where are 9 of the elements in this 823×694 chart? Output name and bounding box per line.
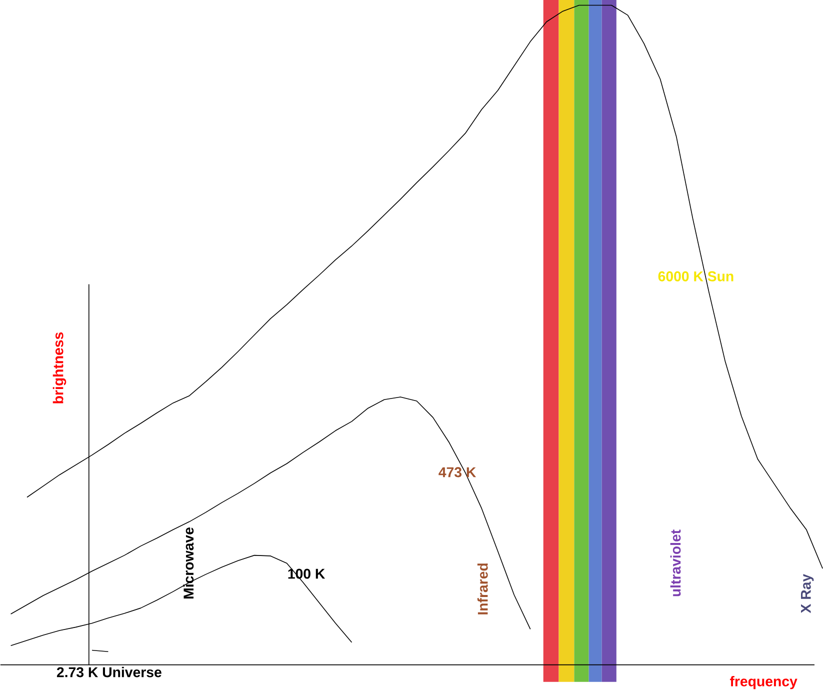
annotation: Infrared: [477, 564, 488, 614]
annotation: Microwave: [183, 528, 194, 598]
annotation: ultraviolet: [670, 530, 681, 596]
annotation: X Ray: [801, 574, 814, 614]
x-axis-title: frequency: [730, 676, 798, 690]
text: 2.73 K Universe: [56, 666, 162, 678]
annotation: 473 K: [438, 467, 476, 478]
y-axis-title: brightness: [52, 332, 66, 404]
annotation: 6000 K Sun: [658, 271, 734, 282]
